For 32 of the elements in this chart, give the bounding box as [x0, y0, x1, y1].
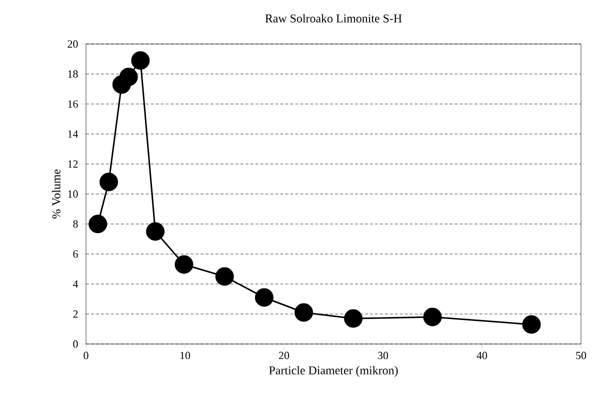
y-tick-label: 12: [68, 160, 78, 168]
y-tick-label: 2: [73, 310, 78, 318]
y-tick-label: 10: [68, 190, 78, 198]
y-tick-label: 0: [73, 340, 78, 348]
point: [215, 267, 234, 286]
y-tick-label: 18: [68, 70, 78, 78]
y-tick-label: 14: [68, 130, 78, 138]
y-tick-label: 16: [68, 100, 78, 108]
point: [522, 315, 541, 334]
x-tick-label: 0: [84, 352, 88, 360]
x-tick-label: 30: [378, 352, 388, 360]
x-tick-label: 20: [279, 352, 290, 360]
point: [254, 288, 274, 307]
y-axis-title: % Volume: [52, 169, 60, 219]
y-tick-label: 6: [73, 250, 78, 258]
x-tick-label: 40: [476, 352, 488, 360]
chart-title: Raw Solroako Limonite S-H: [265, 14, 402, 22]
y-tick-label: 20: [68, 40, 78, 48]
x-axis-title: Particle Diameter (mikron): [269, 366, 398, 377]
x-tick-label: 50: [576, 352, 586, 360]
x-tick-label: 10: [180, 352, 190, 360]
point: [423, 308, 442, 326]
point: [88, 214, 108, 234]
point: [100, 172, 118, 192]
point: [174, 255, 194, 274]
y-tick-label: 4: [72, 280, 78, 288]
point: [294, 303, 314, 322]
y-tick-label: 8: [73, 220, 78, 228]
point: [344, 309, 363, 328]
point: [131, 51, 150, 70]
point: [146, 222, 165, 241]
point: [119, 68, 138, 86]
